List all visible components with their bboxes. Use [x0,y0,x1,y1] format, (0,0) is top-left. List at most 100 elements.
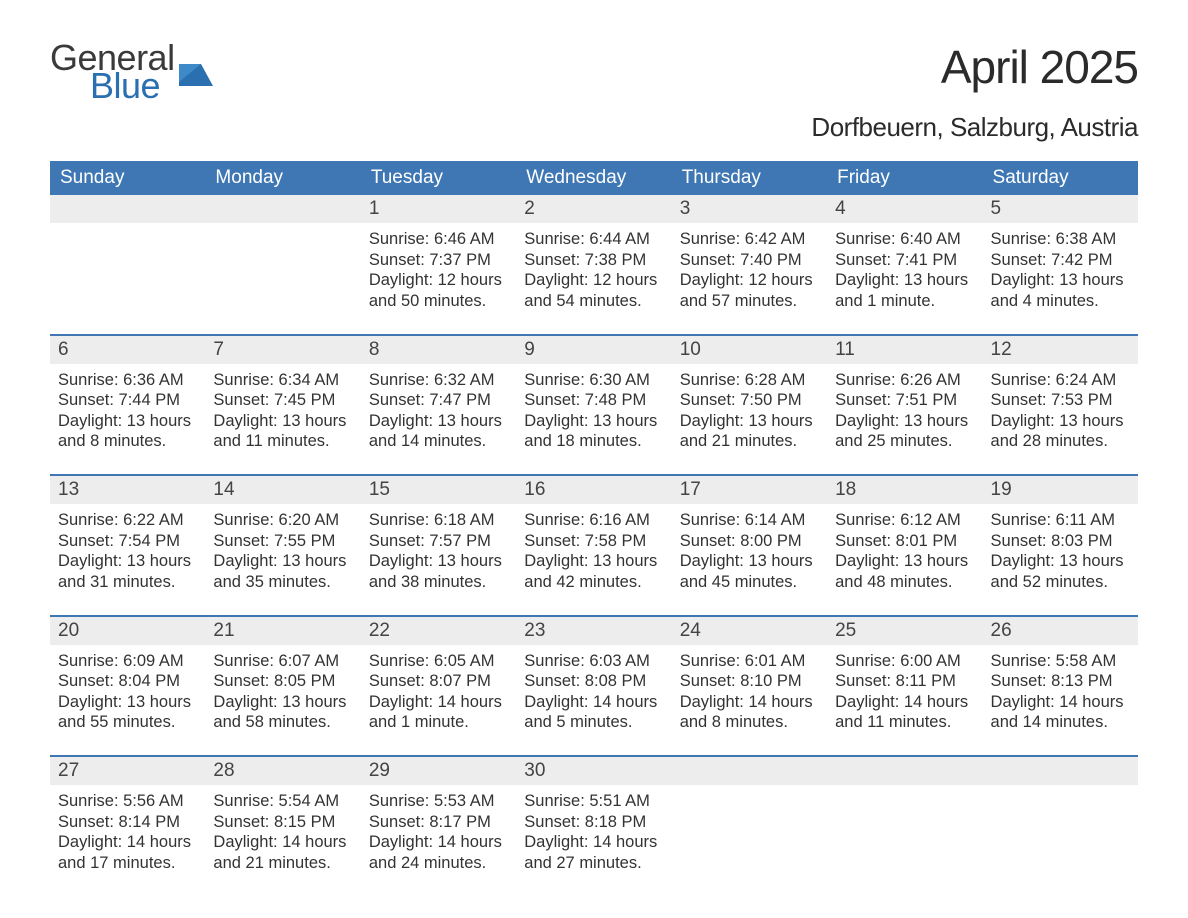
sunset-text: Sunset: 8:10 PM [680,671,819,692]
daylight-text: Daylight: 13 hours and 8 minutes. [58,411,197,452]
day-details: Sunrise: 6:28 AMSunset: 7:50 PMDaylight:… [672,364,827,457]
daylight-text: Daylight: 13 hours and 4 minutes. [991,270,1130,311]
sunset-text: Sunset: 7:53 PM [991,390,1130,411]
calendar-day-cell: 20Sunrise: 6:09 AMSunset: 8:04 PMDayligh… [50,617,205,738]
daylight-text: Daylight: 13 hours and 1 minute. [835,270,974,311]
day-details: Sunrise: 6:03 AMSunset: 8:08 PMDaylight:… [516,645,671,738]
sunrise-text: Sunrise: 6:38 AM [991,229,1130,250]
calendar-day-cell: 30Sunrise: 5:51 AMSunset: 8:18 PMDayligh… [516,757,671,878]
calendar-day-cell: 16Sunrise: 6:16 AMSunset: 7:58 PMDayligh… [516,476,671,597]
daylight-text: Daylight: 13 hours and 48 minutes. [835,551,974,592]
sunrise-text: Sunrise: 6:00 AM [835,651,974,672]
daylight-text: Daylight: 12 hours and 50 minutes. [369,270,508,311]
day-details: Sunrise: 6:44 AMSunset: 7:38 PMDaylight:… [516,223,671,316]
calendar-day-cell [827,757,982,878]
daylight-text: Daylight: 14 hours and 11 minutes. [835,692,974,733]
sunrise-text: Sunrise: 6:36 AM [58,370,197,391]
calendar-day-cell: 27Sunrise: 5:56 AMSunset: 8:14 PMDayligh… [50,757,205,878]
day-details: Sunrise: 6:24 AMSunset: 7:53 PMDaylight:… [983,364,1138,457]
calendar-day-cell: 23Sunrise: 6:03 AMSunset: 8:08 PMDayligh… [516,617,671,738]
day-details: Sunrise: 6:12 AMSunset: 8:01 PMDaylight:… [827,504,982,597]
daylight-text: Daylight: 13 hours and 14 minutes. [369,411,508,452]
calendar-day-cell [50,195,205,316]
logo-triangle-icon [179,64,213,88]
daylight-text: Daylight: 14 hours and 14 minutes. [991,692,1130,733]
sunrise-text: Sunrise: 6:16 AM [524,510,663,531]
sunrise-text: Sunrise: 6:32 AM [369,370,508,391]
daylight-text: Daylight: 13 hours and 42 minutes. [524,551,663,592]
calendar-day-cell [205,195,360,316]
day-details: Sunrise: 6:00 AMSunset: 8:11 PMDaylight:… [827,645,982,738]
day-details: Sunrise: 6:05 AMSunset: 8:07 PMDaylight:… [361,645,516,738]
day-number: 13 [50,476,205,504]
day-number: 1 [361,195,516,223]
day-number: 8 [361,336,516,364]
calendar-day-cell: 22Sunrise: 6:05 AMSunset: 8:07 PMDayligh… [361,617,516,738]
sunset-text: Sunset: 7:47 PM [369,390,508,411]
day-details: Sunrise: 6:34 AMSunset: 7:45 PMDaylight:… [205,364,360,457]
day-number [983,757,1138,785]
sunset-text: Sunset: 7:55 PM [213,531,352,552]
day-number: 5 [983,195,1138,223]
sunrise-text: Sunrise: 6:28 AM [680,370,819,391]
sunrise-text: Sunrise: 5:58 AM [991,651,1130,672]
calendar-day-cell: 25Sunrise: 6:00 AMSunset: 8:11 PMDayligh… [827,617,982,738]
daylight-text: Daylight: 13 hours and 38 minutes. [369,551,508,592]
weekday-header-cell: Sunday [50,161,205,195]
daylight-text: Daylight: 13 hours and 21 minutes. [680,411,819,452]
sunrise-text: Sunrise: 5:53 AM [369,791,508,812]
sunset-text: Sunset: 8:04 PM [58,671,197,692]
day-number [205,195,360,223]
day-number: 11 [827,336,982,364]
daylight-text: Daylight: 14 hours and 27 minutes. [524,832,663,873]
day-number: 27 [50,757,205,785]
day-details: Sunrise: 6:26 AMSunset: 7:51 PMDaylight:… [827,364,982,457]
calendar-day-cell: 13Sunrise: 6:22 AMSunset: 7:54 PMDayligh… [50,476,205,597]
day-details: Sunrise: 6:16 AMSunset: 7:58 PMDaylight:… [516,504,671,597]
sunrise-text: Sunrise: 5:56 AM [58,791,197,812]
sunrise-text: Sunrise: 6:14 AM [680,510,819,531]
day-number: 3 [672,195,827,223]
day-details: Sunrise: 6:36 AMSunset: 7:44 PMDaylight:… [50,364,205,457]
sunset-text: Sunset: 7:40 PM [680,250,819,271]
daylight-text: Daylight: 13 hours and 11 minutes. [213,411,352,452]
day-number: 29 [361,757,516,785]
day-details: Sunrise: 6:14 AMSunset: 8:00 PMDaylight:… [672,504,827,597]
day-details: Sunrise: 5:51 AMSunset: 8:18 PMDaylight:… [516,785,671,878]
weekday-header-cell: Thursday [672,161,827,195]
sunrise-text: Sunrise: 6:30 AM [524,370,663,391]
day-details: Sunrise: 6:30 AMSunset: 7:48 PMDaylight:… [516,364,671,457]
day-details: Sunrise: 6:11 AMSunset: 8:03 PMDaylight:… [983,504,1138,597]
day-number: 30 [516,757,671,785]
daylight-text: Daylight: 14 hours and 17 minutes. [58,832,197,873]
sunset-text: Sunset: 7:41 PM [835,250,974,271]
day-details: Sunrise: 5:58 AMSunset: 8:13 PMDaylight:… [983,645,1138,738]
sunrise-text: Sunrise: 6:01 AM [680,651,819,672]
calendar-day-cell: 11Sunrise: 6:26 AMSunset: 7:51 PMDayligh… [827,336,982,457]
daylight-text: Daylight: 13 hours and 45 minutes. [680,551,819,592]
day-details: Sunrise: 5:54 AMSunset: 8:15 PMDaylight:… [205,785,360,878]
day-number: 7 [205,336,360,364]
day-details: Sunrise: 6:07 AMSunset: 8:05 PMDaylight:… [205,645,360,738]
day-details: Sunrise: 6:20 AMSunset: 7:55 PMDaylight:… [205,504,360,597]
daylight-text: Daylight: 12 hours and 54 minutes. [524,270,663,311]
calendar-day-cell [983,757,1138,878]
calendar-day-cell: 24Sunrise: 6:01 AMSunset: 8:10 PMDayligh… [672,617,827,738]
sunset-text: Sunset: 8:17 PM [369,812,508,833]
day-number: 28 [205,757,360,785]
calendar-day-cell: 26Sunrise: 5:58 AMSunset: 8:13 PMDayligh… [983,617,1138,738]
calendar-day-cell: 6Sunrise: 6:36 AMSunset: 7:44 PMDaylight… [50,336,205,457]
daylight-text: Daylight: 14 hours and 24 minutes. [369,832,508,873]
day-details: Sunrise: 6:01 AMSunset: 8:10 PMDaylight:… [672,645,827,738]
day-details: Sunrise: 5:53 AMSunset: 8:17 PMDaylight:… [361,785,516,878]
sunrise-text: Sunrise: 6:46 AM [369,229,508,250]
day-number [827,757,982,785]
day-number: 2 [516,195,671,223]
sunset-text: Sunset: 7:58 PM [524,531,663,552]
day-number: 23 [516,617,671,645]
daylight-text: Daylight: 12 hours and 57 minutes. [680,270,819,311]
sunrise-text: Sunrise: 6:11 AM [991,510,1130,531]
sunrise-text: Sunrise: 6:22 AM [58,510,197,531]
daylight-text: Daylight: 14 hours and 5 minutes. [524,692,663,733]
day-details: Sunrise: 6:18 AMSunset: 7:57 PMDaylight:… [361,504,516,597]
